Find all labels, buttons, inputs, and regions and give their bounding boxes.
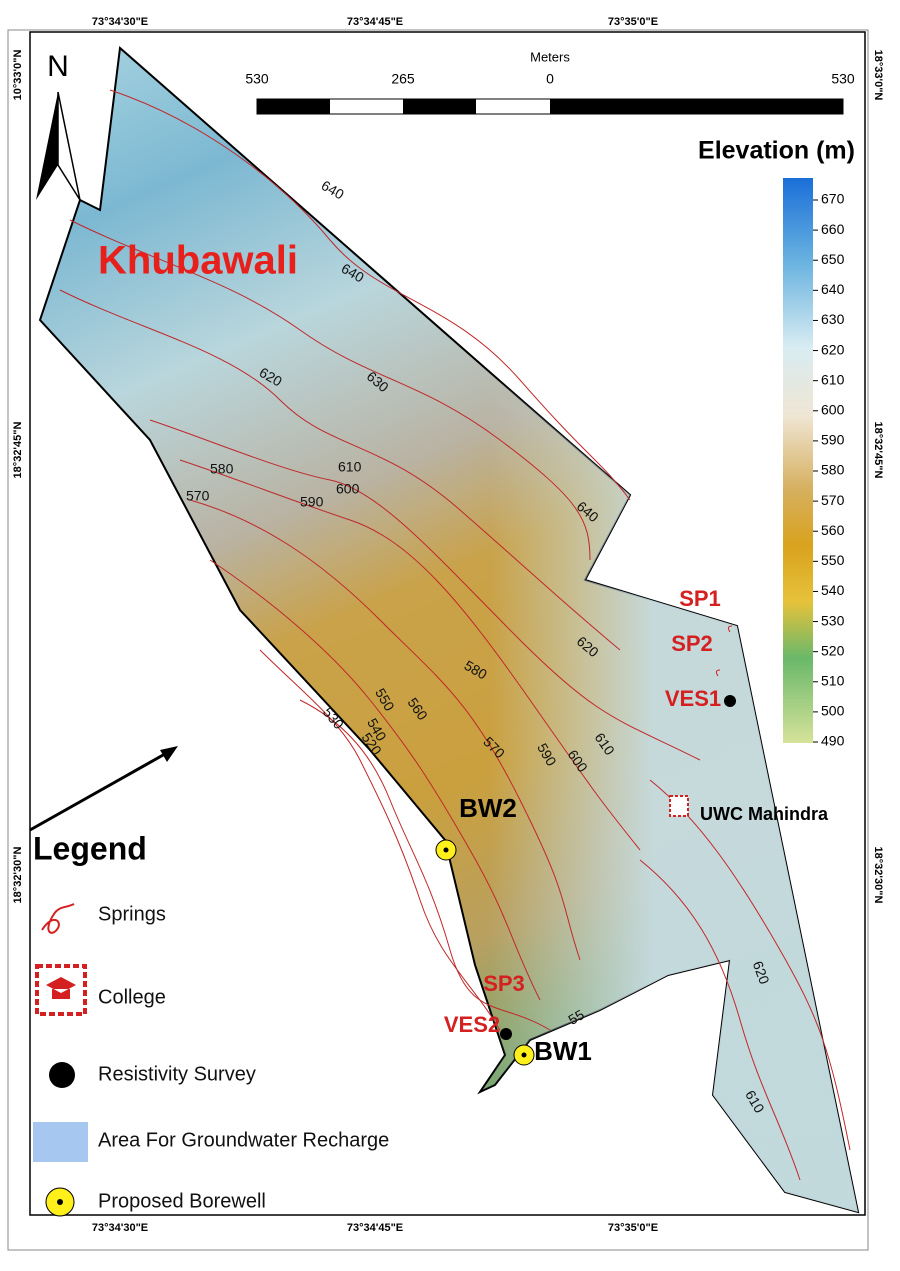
- north-arrow: N: [36, 50, 81, 201]
- scale-unit: Meters: [530, 49, 570, 64]
- color-tick-label: 490: [821, 733, 845, 749]
- point-label: BW1: [534, 1036, 592, 1066]
- terrain-shade: [40, 48, 858, 1212]
- legend-item: College: [98, 986, 166, 1008]
- color-tick-label: 560: [821, 522, 845, 538]
- scale-label: 530: [831, 71, 855, 87]
- coord-label: 18°33'0"N: [872, 50, 884, 101]
- color-tick-label: 550: [821, 552, 845, 568]
- point-label: BW2: [459, 793, 517, 823]
- north-label: N: [47, 50, 69, 83]
- color-tick-label: 500: [821, 703, 845, 719]
- scale-label: 0: [546, 71, 554, 87]
- color-tick-label: 520: [821, 642, 845, 658]
- legend-item: Area For Groundwater Recharge: [98, 1129, 389, 1151]
- contours: [59, 89, 851, 1181]
- pointer-head: [160, 746, 178, 762]
- contour-label: 600: [336, 481, 360, 497]
- color-tick-label: 570: [821, 492, 845, 508]
- point-label: SP2: [671, 631, 713, 656]
- color-bar: [783, 178, 813, 743]
- scale-label: 530: [245, 71, 269, 87]
- legend-item: Proposed Borewell: [98, 1190, 266, 1212]
- frame: [29, 31, 866, 1216]
- color-tick-label: 590: [821, 432, 845, 448]
- scale-bar: Meters 530 265 0 530: [245, 49, 855, 115]
- color-tick-label: 540: [821, 582, 845, 598]
- coord-label: 10°33'0"N: [12, 50, 24, 101]
- coord-label: 73°35'0"E: [608, 16, 658, 28]
- contour-label: 590: [300, 494, 324, 510]
- contour-label: 610: [338, 459, 362, 475]
- coord-label: 18°32'30"N: [872, 847, 884, 904]
- legend-item: Resistivity Survey: [98, 1063, 256, 1085]
- color-tick-label: 660: [821, 221, 845, 237]
- color-tick-label: 600: [821, 401, 845, 417]
- contour-label: 55: [565, 1006, 587, 1028]
- color-tick-label: 640: [821, 281, 845, 297]
- pointer-arrow: [29, 748, 173, 832]
- color-tick-label: 630: [821, 311, 845, 327]
- outer-frame: [7, 29, 869, 1251]
- coord-label: 18°32'30"N: [12, 847, 24, 904]
- color-tick-label: 670: [821, 191, 845, 207]
- coord-label: 73°34'45"E: [347, 1222, 403, 1234]
- coord-label: 73°34'45"E: [347, 16, 403, 28]
- grid-labels: 73°34'30"E 73°34'45"E 73°35'0"E 73°34'30…: [12, 16, 884, 1234]
- color-tick-label: 620: [821, 341, 845, 357]
- elevation-legend: Elevation (m) 670 660 650 640 630 620 610 600 59…: [698, 137, 855, 749]
- study-area: [38, 46, 860, 1214]
- color-tick-label: 650: [821, 251, 845, 267]
- point-label: VES1: [665, 686, 721, 711]
- color-tick-label: 610: [821, 371, 845, 387]
- point-label: SP3: [483, 971, 525, 996]
- point-label: VES2: [444, 1012, 500, 1037]
- place-label: Khubawali: [98, 239, 298, 283]
- coord-label: 73°34'30"E: [92, 1222, 148, 1234]
- coord-label: 73°35'0"E: [608, 1222, 658, 1234]
- legend-title: Legend: [33, 830, 147, 866]
- points: SP1 SP2 VES1 UWC Mahindra BW2 SP3 VES2 B…: [435, 586, 829, 1066]
- coord-label: 18°32'45"N: [872, 422, 884, 479]
- coord-label: 73°34'30"E: [92, 16, 148, 28]
- point-label: SP1: [679, 586, 721, 611]
- contour-label: 620: [750, 959, 773, 987]
- coord-label: 18°32'45"N: [12, 422, 24, 479]
- elevation-title: Elevation (m): [698, 137, 855, 165]
- point-label: UWC Mahindra: [700, 804, 829, 824]
- contour-label: 580: [210, 461, 234, 477]
- color-tick-label: 530: [821, 612, 845, 628]
- legend-item: Springs: [98, 903, 166, 925]
- legend: Legend Springs College Resistivity Surve…: [33, 830, 389, 1217]
- contour-label: 570: [186, 488, 210, 504]
- color-tick-label: 510: [821, 672, 845, 688]
- scale-label: 265: [391, 71, 415, 87]
- color-tick-label: 580: [821, 462, 845, 478]
